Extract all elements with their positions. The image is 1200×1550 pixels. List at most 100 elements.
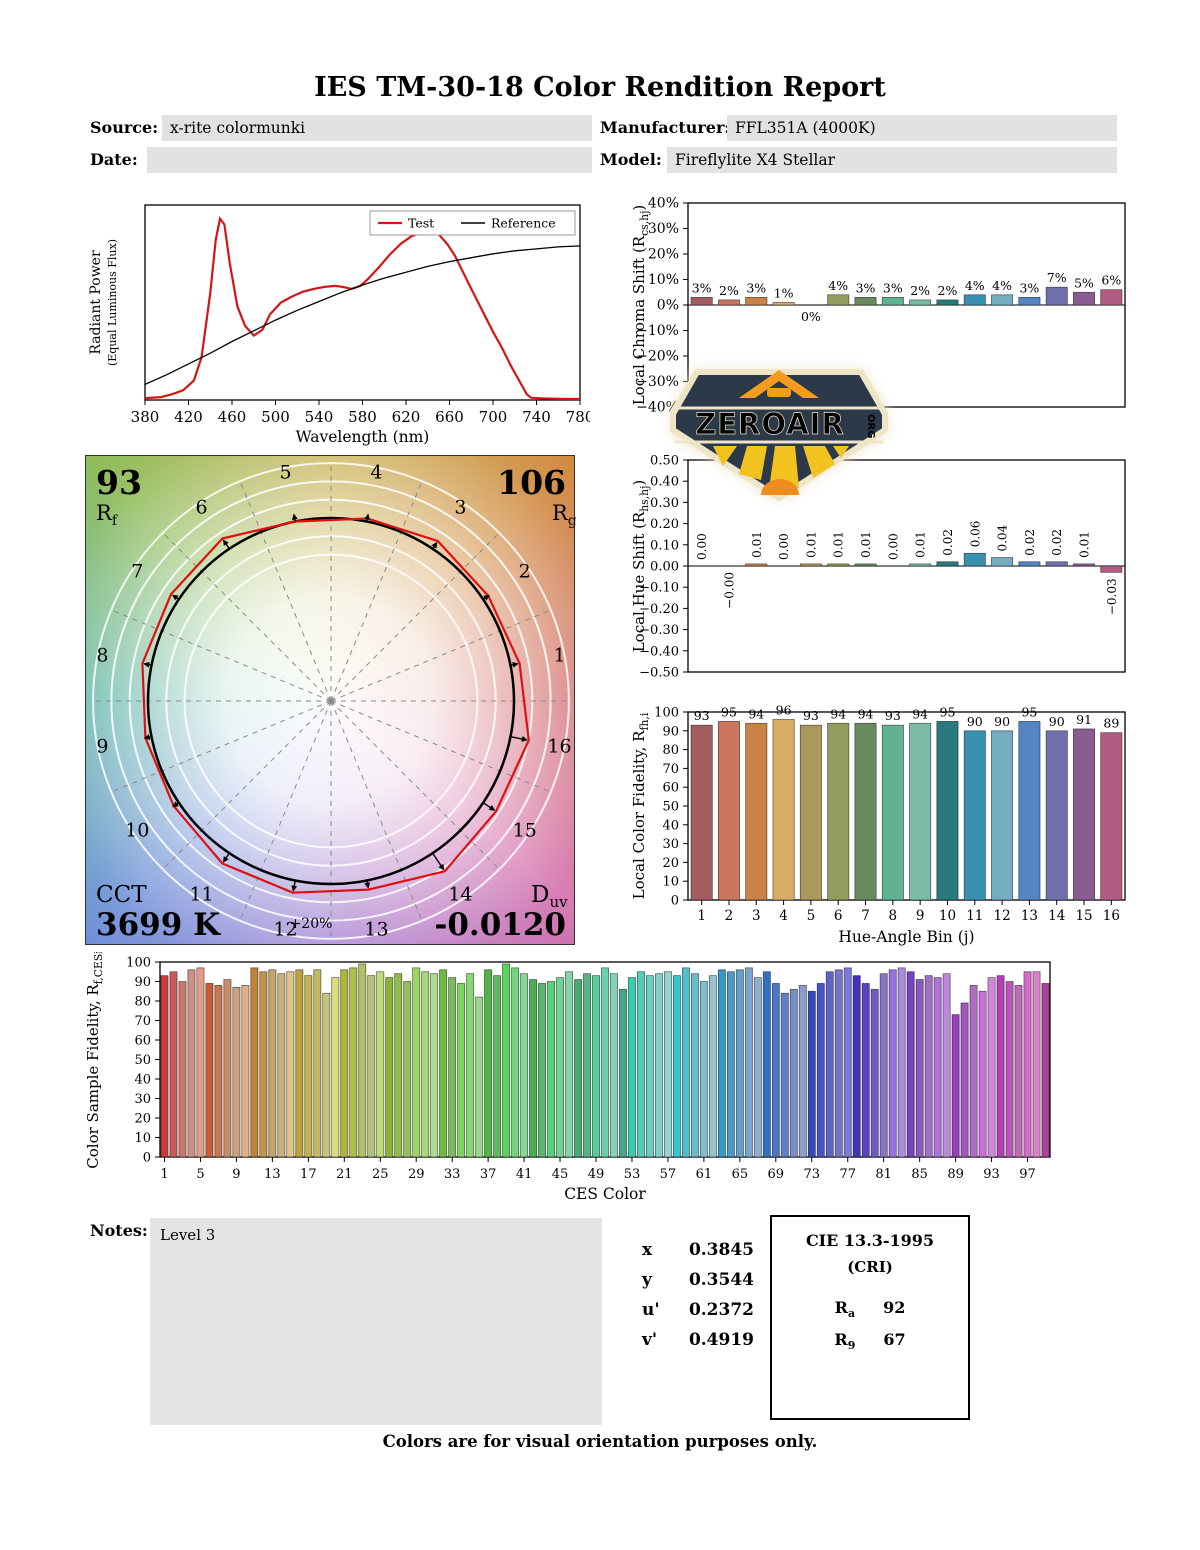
ces-bar-68 — [762, 971, 771, 1158]
svg-text:−20%: −20% — [636, 349, 679, 365]
ces-bar-7 — [214, 985, 223, 1158]
svg-text:0.01: 0.01 — [859, 531, 873, 558]
chroma-bar-16 — [1100, 289, 1123, 306]
svg-text:30: 30 — [662, 837, 679, 852]
svg-text:90: 90 — [134, 975, 151, 990]
notes-label: Notes: — [90, 1221, 148, 1240]
ces-bar-26 — [385, 977, 394, 1158]
svg-text:0%: 0% — [657, 298, 679, 314]
svg-text:40%: 40% — [648, 196, 679, 212]
svg-text:3%: 3% — [856, 280, 876, 295]
spd-reference-curve — [144, 245, 581, 385]
ces-bar-94 — [996, 975, 1005, 1158]
source-label: Source: — [90, 118, 159, 137]
ces-bar-61 — [699, 981, 708, 1158]
svg-text:3: 3 — [454, 496, 466, 518]
svg-text:500: 500 — [261, 408, 290, 426]
ces-bar-32 — [439, 969, 448, 1158]
ces-bar-75 — [825, 971, 834, 1158]
model-value: Fireflylite X4 Stellar — [667, 147, 1117, 173]
svg-text:3%: 3% — [1019, 280, 1039, 295]
chroma-bar-7 — [854, 296, 877, 306]
chromaticity-row-v: v' 0.4919 — [642, 1325, 754, 1355]
svg-text:−40%: −40% — [636, 400, 679, 416]
ces-bar-21 — [340, 969, 349, 1158]
svg-text:9: 9 — [232, 1167, 240, 1182]
svg-text:−10%: −10% — [636, 323, 679, 339]
svg-text:1: 1 — [553, 645, 565, 667]
cri-subtitle: (CRI) — [847, 1258, 893, 1276]
fidelity-bar-16 — [1100, 732, 1123, 901]
svg-text:95: 95 — [940, 704, 956, 719]
ces-bar-51 — [610, 973, 618, 1158]
svg-text:20: 20 — [134, 1112, 151, 1127]
svg-text:5: 5 — [807, 908, 816, 924]
ces-bar-71 — [789, 988, 798, 1158]
chroma-bar-14 — [1045, 286, 1068, 306]
svg-text:0.30: 0.30 — [650, 496, 679, 511]
svg-text:15: 15 — [1075, 908, 1092, 924]
hue-bar-3 — [745, 563, 768, 567]
svg-text:60: 60 — [134, 1034, 151, 1049]
svg-text:−0.30: −0.30 — [639, 623, 679, 638]
ces-bar-31 — [430, 973, 439, 1158]
svg-text:53: 53 — [624, 1167, 641, 1182]
fidelity-bar-8 — [881, 724, 904, 901]
ces-bar-35 — [466, 973, 475, 1158]
svg-text:94: 94 — [830, 706, 846, 721]
svg-text:3%: 3% — [883, 280, 903, 295]
chroma-bar-10 — [936, 299, 959, 306]
ces-bar-28 — [403, 981, 412, 1158]
hue-shift-chart: 0.50 0.40 0.30 0.20 0.10 0.00 −0.10 −0.20 −0.30 −… — [630, 448, 1130, 697]
source-value: x-rite colormunki — [162, 115, 592, 141]
badge-org-label: ORG — [865, 414, 876, 438]
ces-bar-77 — [843, 967, 852, 1158]
svg-text:10: 10 — [939, 908, 956, 924]
svg-text:100: 100 — [126, 956, 151, 971]
svg-text:2: 2 — [519, 561, 531, 583]
svg-text:40: 40 — [662, 818, 679, 833]
ces-bar-42 — [529, 979, 538, 1158]
ces-bar-49 — [592, 975, 600, 1158]
ces-bar-95 — [1005, 981, 1014, 1158]
svg-text:1%: 1% — [774, 285, 794, 300]
svg-text:50: 50 — [134, 1053, 151, 1068]
svg-text:97: 97 — [1019, 1167, 1036, 1182]
fidelity-bar-9 — [909, 722, 932, 901]
ces-bar-55 — [646, 975, 654, 1158]
svg-text:90: 90 — [1049, 714, 1065, 729]
svg-text:12: 12 — [273, 919, 297, 941]
hue-bar-16 — [1100, 565, 1123, 573]
date-value — [147, 147, 592, 173]
hue-bar-13 — [1018, 561, 1041, 567]
ces-bar-96 — [1014, 985, 1023, 1158]
svg-text:0%: 0% — [801, 309, 821, 324]
svg-text:95: 95 — [1021, 704, 1037, 719]
chroma-bar-6 — [827, 294, 850, 306]
svg-text:0.02: 0.02 — [1050, 529, 1064, 556]
ces-bar-18 — [313, 969, 322, 1158]
svg-text:57: 57 — [660, 1167, 677, 1182]
svg-text:−0.03: −0.03 — [1105, 578, 1119, 615]
svg-text:10%: 10% — [648, 272, 679, 288]
spd-chart: 380 420 460 500 540 580 620 660 700 740 780 Wavelen… — [80, 195, 594, 459]
svg-text:0.04: 0.04 — [996, 524, 1010, 551]
svg-text:4: 4 — [779, 908, 788, 924]
ces-bar-78 — [852, 975, 861, 1158]
ces-bar-30 — [421, 971, 430, 1158]
ces-bar-10 — [241, 985, 250, 1158]
ces-bar-6 — [205, 983, 214, 1158]
svg-text:10: 10 — [125, 819, 149, 841]
fidelity-bar-14 — [1045, 730, 1068, 901]
x-label: x — [642, 1240, 653, 1260]
svg-text:0.01: 0.01 — [832, 531, 846, 558]
svg-text:69: 69 — [768, 1167, 785, 1182]
fidelity-bar-2 — [717, 721, 740, 901]
svg-text:93: 93 — [694, 708, 710, 723]
svg-text:−30%: −30% — [636, 374, 679, 390]
ces-bar-9 — [232, 986, 241, 1158]
ces-bar-14 — [277, 973, 286, 1158]
svg-text:89: 89 — [1103, 716, 1119, 731]
svg-text:4: 4 — [370, 461, 382, 483]
ces-bar-60 — [690, 973, 699, 1158]
